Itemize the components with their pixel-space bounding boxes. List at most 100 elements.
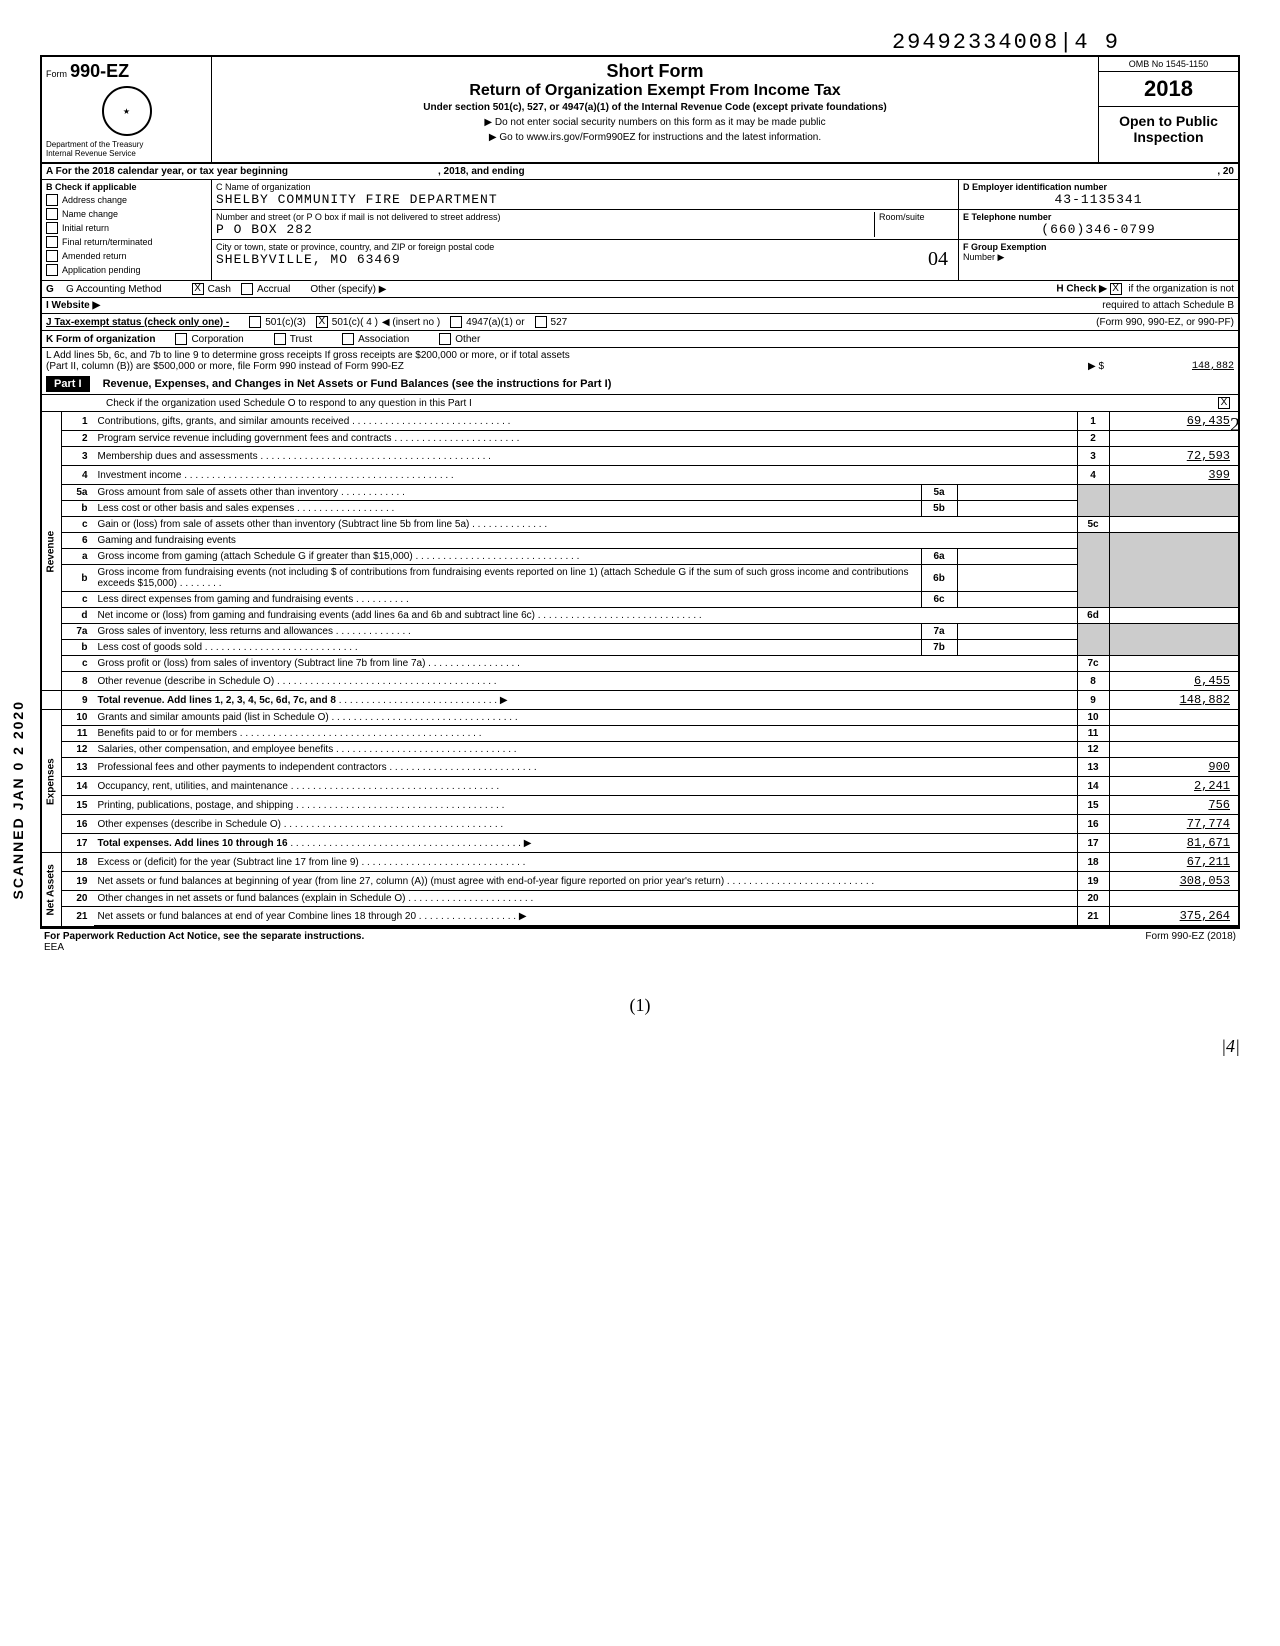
cb-application-pending[interactable]: Application pending [46, 264, 207, 276]
bottom-mark: (1) [40, 995, 1240, 1016]
line-12: 12 Salaries, other compensation, and emp… [41, 742, 1239, 758]
cb-name-change[interactable]: Name change [46, 208, 207, 220]
form-header: Form 990-EZ ★ Department of the Treasury… [40, 55, 1240, 164]
schedule-o-row: Check if the organization used Schedule … [40, 395, 1240, 412]
line-6b: b Gross income from fundraising events (… [41, 565, 1239, 592]
cb-4947[interactable] [450, 316, 462, 328]
c-city-value: SHELBYVILLE, MO 63469 [216, 252, 954, 267]
accrual-label: Accrual [257, 284, 290, 295]
line-13: 13 Professional fees and other payments … [41, 758, 1239, 777]
row-j: J Tax-exempt status (check only one) - 5… [40, 314, 1240, 331]
col-c: C Name of organization SHELBY COMMUNITY … [212, 180, 958, 280]
other-label: Other (specify) ▶ [310, 284, 386, 295]
footer-right: Form 990-EZ (2018) [1145, 931, 1236, 953]
line-11: 11 Benefits paid to or for members . . .… [41, 726, 1239, 742]
part1-title: Revenue, Expenses, and Changes in Net As… [103, 378, 612, 390]
c-name-row: C Name of organization SHELBY COMMUNITY … [212, 180, 958, 210]
header-center: Short Form Return of Organization Exempt… [212, 57, 1098, 162]
cb-trust[interactable] [274, 333, 286, 345]
l-text2: (Part II, column (B)) are $500,000 or mo… [46, 361, 404, 372]
cb-527[interactable] [535, 316, 547, 328]
line-5a: 5a Gross amount from sale of assets othe… [41, 485, 1239, 501]
line-17: 17 Total expenses. Add lines 10 through … [41, 834, 1239, 853]
irs-seal-icon: ★ [102, 86, 152, 136]
line-6a: a Gross income from gaming (attach Sched… [41, 549, 1239, 565]
section-bcd: B Check if applicable Address change Nam… [40, 180, 1240, 281]
room-label: Room/suite [879, 212, 954, 222]
j-insert: ◀ (insert no ) [382, 317, 440, 328]
cb-accrual[interactable] [241, 283, 253, 295]
cb-501c3[interactable] [249, 316, 261, 328]
schedule-o-text: Check if the organization used Schedule … [106, 398, 472, 409]
line-7c: c Gross profit or (loss) from sales of i… [41, 656, 1239, 672]
line-14: 14 Occupancy, rent, utilities, and maint… [41, 777, 1239, 796]
cb-amended-return[interactable]: Amended return [46, 250, 207, 262]
h-text: if the organization is not [1128, 284, 1234, 295]
row-l: L Add lines 5b, 6c, and 7b to line 9 to … [40, 348, 1240, 374]
cb-cash[interactable] [192, 283, 204, 295]
cb-501c4[interactable] [316, 316, 328, 328]
l-arrow: ▶ $ [1088, 361, 1104, 372]
line-7b: b Less cost of goods sold . . . . . . . … [41, 640, 1239, 656]
cb-final-return[interactable]: Final return/terminated [46, 236, 207, 248]
netassets-side-label: Net Assets [41, 853, 62, 927]
c-name-value: SHELBY COMMUNITY FIRE DEPARTMENT [216, 192, 954, 207]
cb-assoc[interactable] [342, 333, 354, 345]
part1-label: Part I [46, 376, 90, 392]
form-number: 990-EZ [70, 61, 129, 81]
j-label: J Tax-exempt status (check only one) - [46, 317, 229, 328]
part1-header: Part I Revenue, Expenses, and Changes in… [40, 374, 1240, 395]
i-label: I Website ▶ [46, 300, 100, 311]
g-label: G Accounting Method [66, 284, 162, 295]
d-group-row: F Group Exemption Number ▶ [959, 240, 1238, 268]
d-tel-label: E Telephone number [963, 212, 1234, 222]
c-addr-value: P O BOX 282 [216, 222, 874, 237]
open-to-public: Open to Public Inspection [1099, 107, 1238, 151]
row-a-mid: , 2018, and ending [438, 166, 525, 177]
d-tel-value: (660)346-0799 [963, 222, 1234, 237]
subtitle: Under section 501(c), 527, or 4947(a)(1)… [220, 102, 1090, 113]
cb-schedule-o[interactable] [1218, 397, 1230, 409]
title-1: Short Form [220, 61, 1090, 82]
handwritten-2: 2 [1230, 414, 1240, 437]
line-10: Expenses 10 Grants and similar amounts p… [41, 710, 1239, 726]
k-opt2: Trust [290, 334, 312, 345]
cash-label: Cash [208, 284, 231, 295]
omb-number: OMB No 1545-1150 [1099, 57, 1238, 72]
c-city-row: City or town, state or province, country… [212, 240, 958, 269]
cb-h[interactable] [1110, 283, 1122, 295]
c-name-label: C Name of organization [216, 182, 954, 192]
line-2: 2 Program service revenue including gove… [41, 431, 1239, 447]
title-2: Return of Organization Exempt From Incom… [220, 82, 1090, 100]
c-addr-label: Number and street (or P O box if mail is… [216, 212, 874, 222]
page-number: |4| [40, 1036, 1240, 1057]
line-7a: 7a Gross sales of inventory, less return… [41, 624, 1239, 640]
j-opt3: 4947(a)(1) or [466, 317, 524, 328]
line-20: 20 Other changes in net assets or fund b… [41, 891, 1239, 907]
irs-label: Internal Revenue Service [46, 149, 207, 158]
lines-table: Revenue 1 Contributions, gifts, grants, … [40, 412, 1240, 927]
line-16: 16 Other expenses (describe in Schedule … [41, 815, 1239, 834]
row-a: A For the 2018 calendar year, or tax yea… [40, 164, 1240, 180]
form-page: 29492334008|4 9 Form 990-EZ ★ Department… [40, 30, 1240, 1057]
d-tel-row: E Telephone number (660)346-0799 [959, 210, 1238, 240]
line-5b: b Less cost or other basis and sales exp… [41, 501, 1239, 517]
row-a-text: A For the 2018 calendar year, or tax yea… [46, 166, 288, 177]
row-k: K Form of organization Corporation Trust… [40, 331, 1240, 348]
line-5c: c Gain or (loss) from sale of assets oth… [41, 517, 1239, 533]
c-city-label: City or town, state or province, country… [216, 242, 954, 252]
cb-address-change[interactable]: Address change [46, 194, 207, 206]
cb-initial-return[interactable]: Initial return [46, 222, 207, 234]
line-19: 19 Net assets or fund balances at beginn… [41, 872, 1239, 891]
line-6c: c Less direct expenses from gaming and f… [41, 592, 1239, 608]
row-i: I Website ▶ required to attach Schedule … [40, 298, 1240, 314]
instr-1: ▶ Do not enter social security numbers o… [220, 117, 1090, 128]
cb-corp[interactable] [175, 333, 187, 345]
dept-label: Department of the Treasury [46, 140, 207, 149]
scanned-stamp: SCANNED JAN 0 2 2020 [10, 700, 26, 900]
j-text: (Form 990, 990-EZ, or 990-PF) [1096, 317, 1234, 328]
j-opt1: 501(c)(3) [265, 317, 306, 328]
h-label: H Check ▶ [1056, 284, 1106, 295]
cb-other[interactable] [439, 333, 451, 345]
header-right: OMB No 1545-1150 2018 Open to Public Ins… [1098, 57, 1238, 162]
